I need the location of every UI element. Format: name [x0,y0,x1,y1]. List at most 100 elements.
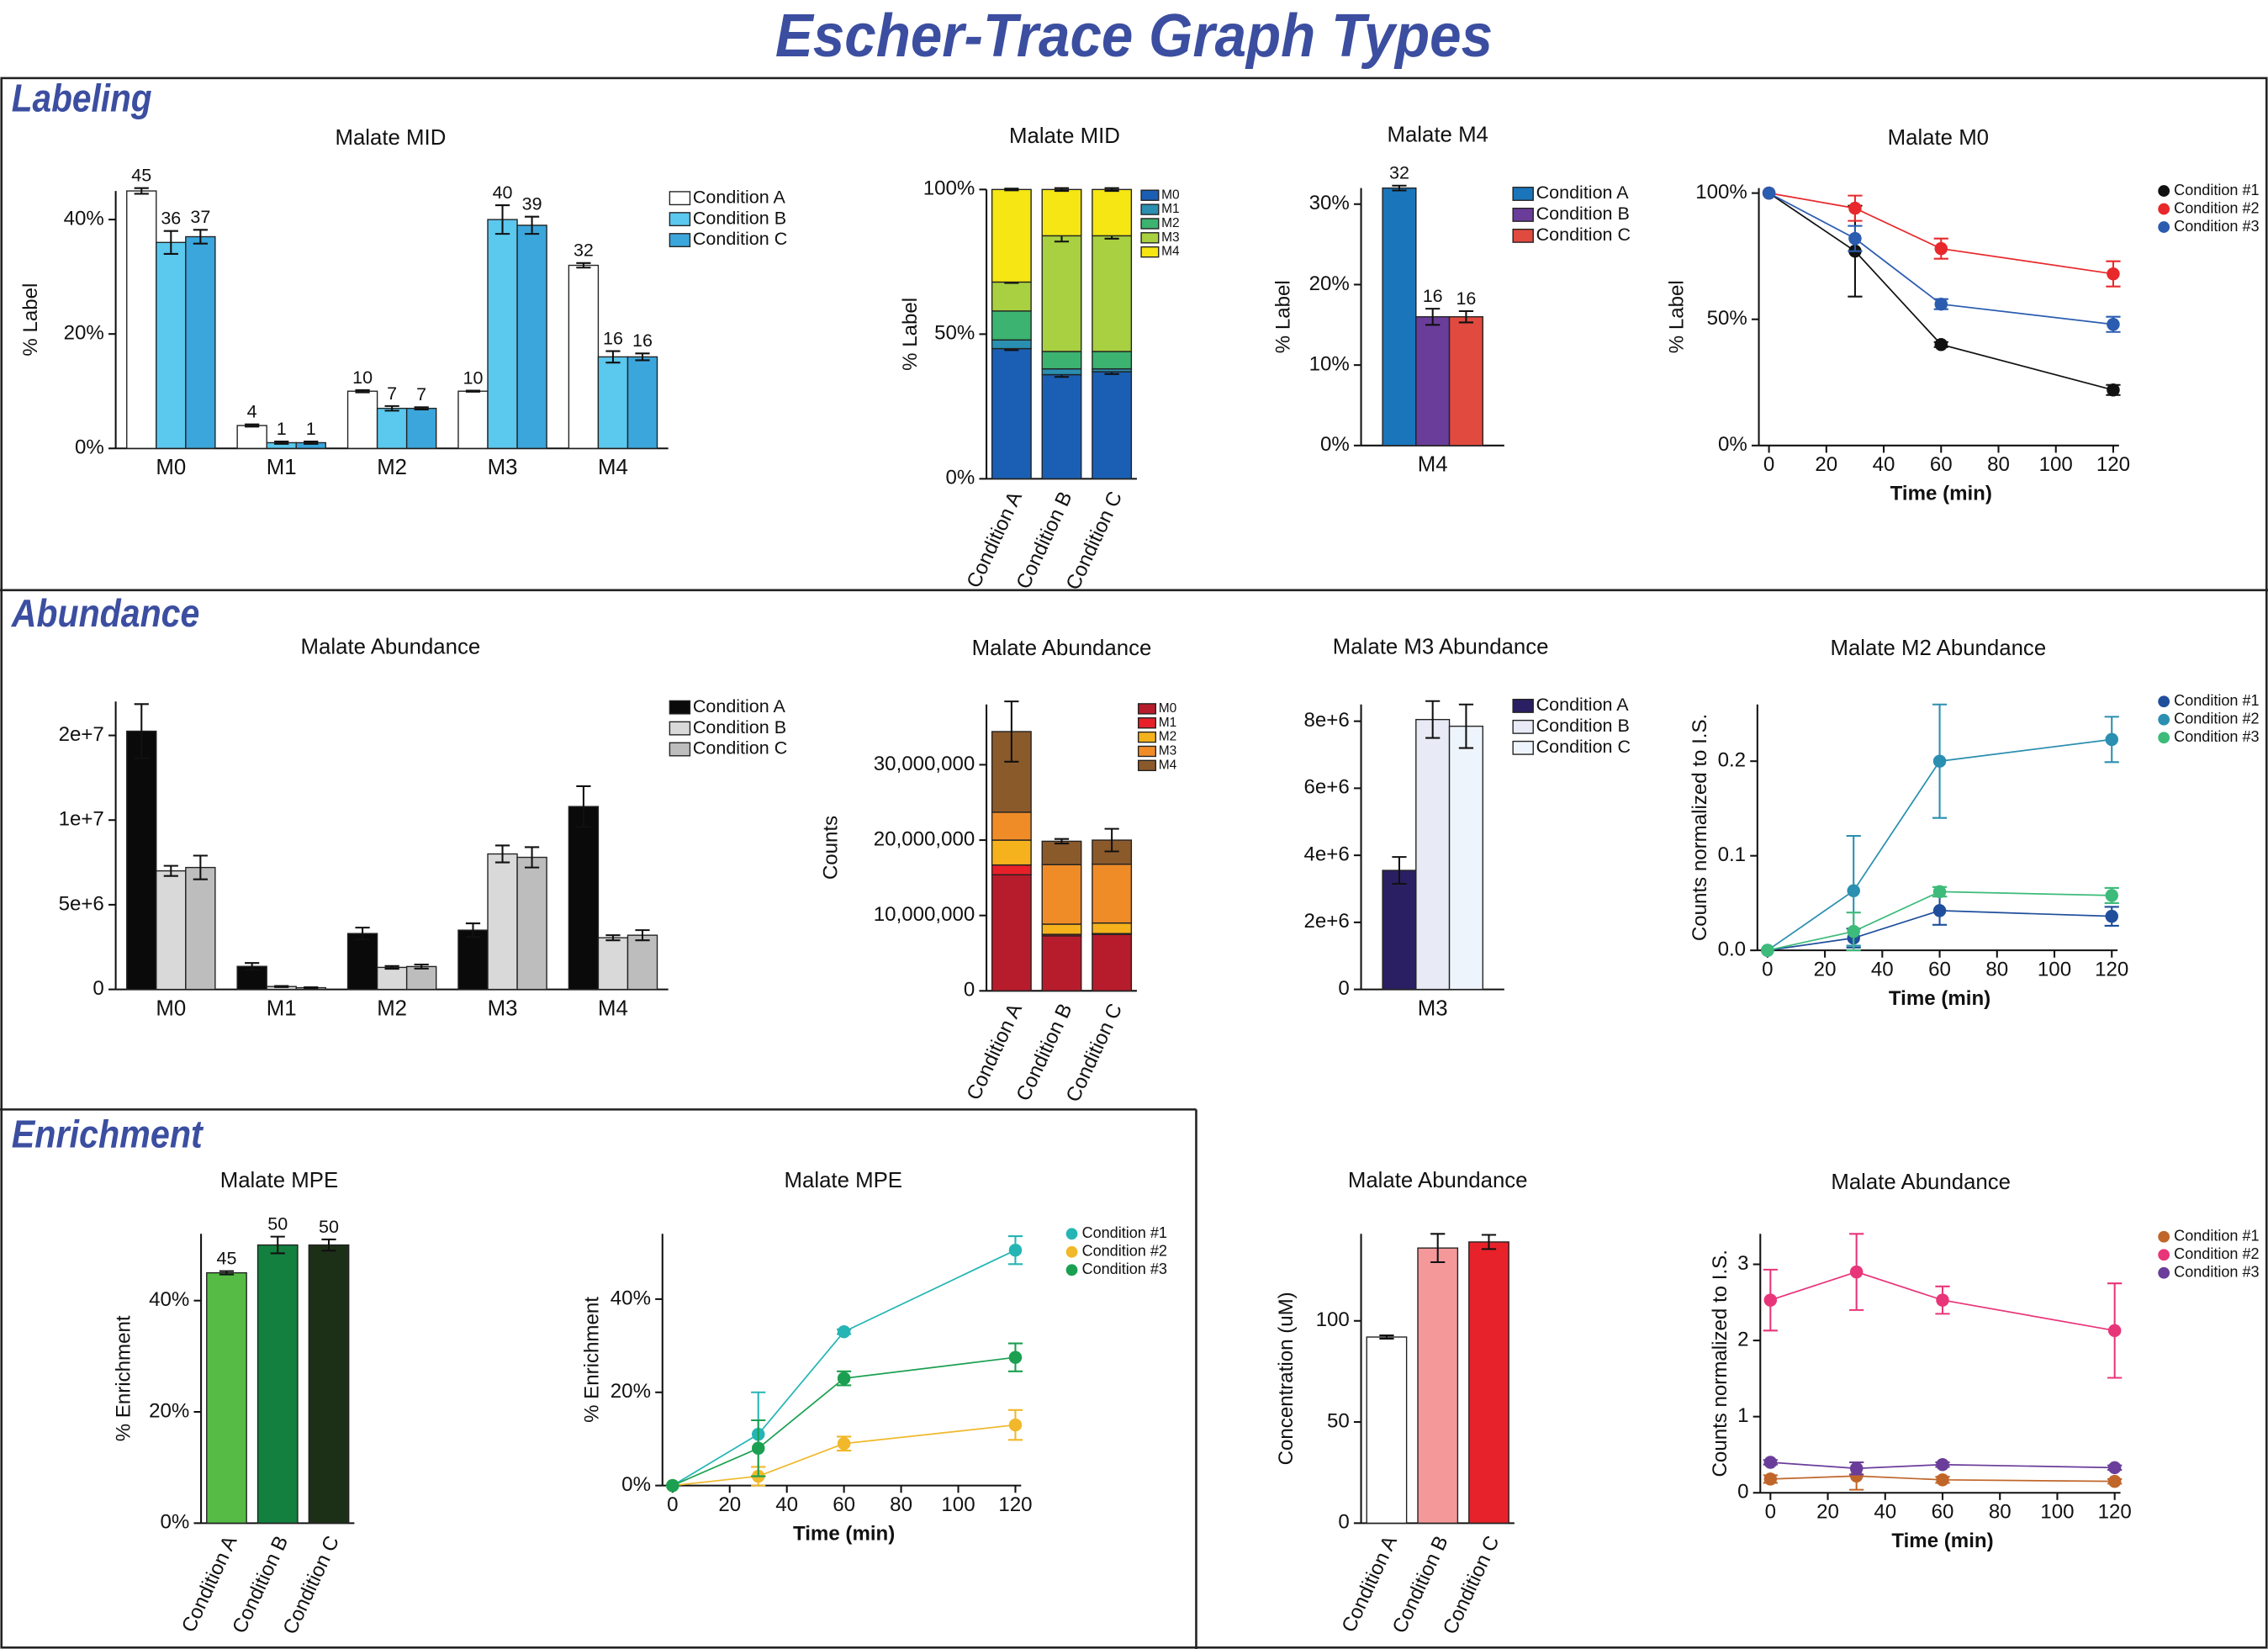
legend-label: Condition B [693,717,786,737]
point [2105,909,2118,923]
point [1934,241,1948,256]
y-tick-label: 0% [75,436,104,459]
error-bar [1430,1233,1446,1264]
legend-label: Condition #2 [2174,199,2259,216]
bar [991,339,1032,350]
bar [1468,1241,1509,1525]
x-tick-label: 60 [833,1493,855,1516]
legend-label: Condition A [693,187,786,207]
point [1762,186,1776,200]
error-bar [384,404,399,412]
legend-label: M2 [1161,216,1179,230]
legend-marker [1065,1264,1078,1276]
bar [185,235,216,449]
y-tick-label: 2e+7 [59,723,104,746]
legend-swatch [669,742,691,757]
x-tick-label: 100 [941,1493,975,1516]
legend-swatch [1140,246,1160,258]
x-tick-label: M4 [598,996,628,1020]
bar [991,188,1032,283]
point [1848,201,1862,215]
y-axis-label: % Label [899,298,922,371]
legend-swatch [1512,208,1534,222]
x-tick-label: M3 [1418,996,1448,1020]
bar [1092,351,1133,370]
bar [487,219,518,449]
error-bar [1054,838,1070,845]
x-tick-label: 80 [1989,1501,2012,1524]
line [672,1356,1016,1487]
bar [346,390,378,449]
bar [308,1244,350,1525]
y-tick-label: 100% [1695,181,1747,203]
point [2107,317,2120,331]
bar [991,874,1032,992]
bar [568,806,600,991]
error-bar [605,934,621,942]
data-label: 37 [190,207,210,227]
error-bar [1004,188,1019,192]
point [1932,754,1947,768]
legend-label: Condition #1 [1082,1224,1167,1241]
point [1934,297,1948,311]
legend-label: Condition B [1536,716,1630,736]
point [751,1441,765,1456]
bar [516,225,547,449]
chart-title: Malate MID [1009,124,1120,148]
bar [1092,371,1133,480]
bar [516,856,547,991]
data-label: 39 [522,194,542,214]
error-bar [304,986,319,990]
legend-label: Condition A [1536,695,1630,715]
frame [0,77,2268,1649]
point [2107,1324,2122,1338]
point [837,1436,851,1451]
point [1763,1472,1778,1486]
line [672,1249,1016,1487]
error-bar [1379,1335,1394,1340]
error-bar [384,965,399,970]
error-bar [304,441,319,445]
error-bar [1458,309,1474,324]
legend-swatch [1512,699,1534,713]
legend-swatch [1137,759,1156,772]
x-tick-label: 80 [1985,959,2008,981]
bar [1366,1336,1408,1525]
bar [1382,869,1417,991]
y-tick-label: 6e+6 [1304,776,1350,799]
line [1767,910,2112,952]
bar [1092,235,1133,352]
error-bar [414,406,429,411]
x-tick-label: 80 [890,1493,912,1516]
point [1934,337,1948,351]
bar [568,264,600,449]
x-tick-label: 0 [667,1493,678,1516]
line [1770,1461,2115,1470]
line [672,1424,1016,1487]
error-bar [1104,187,1119,193]
error-bar [576,262,591,269]
legend-label: Condition C [693,229,787,249]
bar [626,356,658,449]
data-label: 1 [306,419,316,439]
data-label: 32 [1389,163,1409,183]
point [1932,904,1947,917]
x-tick-label: M2 [377,456,407,479]
data-label: 16 [1423,286,1443,306]
legend-label: Condition B [693,208,786,228]
point [1008,1243,1023,1257]
error-bar [635,352,650,362]
y-tick-label: 4e+6 [1304,843,1350,865]
point [666,1478,679,1493]
y-tick-label: 40% [64,207,104,230]
error-bar [193,854,208,880]
line [1768,192,2114,325]
point [2105,889,2118,902]
y-axis-label: % Label [1272,280,1295,353]
error-bar [1425,700,1441,739]
legend-label: Condition C [1536,737,1631,757]
y-tick-label: 0.1 [1718,843,1746,866]
x-tick-label: 0 [1762,959,1773,981]
bar [991,864,1032,875]
